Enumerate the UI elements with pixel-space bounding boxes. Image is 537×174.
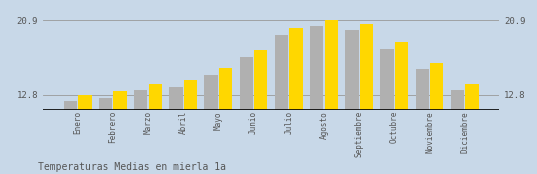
Bar <box>64 101 77 174</box>
Bar <box>78 95 91 174</box>
Bar <box>465 84 478 174</box>
Bar <box>430 62 444 174</box>
Text: Temperaturas Medias en mierla 1a: Temperaturas Medias en mierla 1a <box>38 162 226 172</box>
Bar <box>254 50 267 174</box>
Bar <box>99 98 112 174</box>
Bar <box>275 35 288 174</box>
Bar <box>149 84 162 174</box>
Bar <box>169 86 183 174</box>
Bar <box>324 20 338 174</box>
Bar <box>240 57 253 174</box>
Bar <box>289 28 303 174</box>
Bar <box>416 69 429 174</box>
Bar <box>451 90 464 174</box>
Bar <box>113 91 127 174</box>
Bar <box>134 90 148 174</box>
Bar <box>345 30 359 174</box>
Bar <box>310 26 323 174</box>
Bar <box>184 80 197 174</box>
Bar <box>395 42 408 174</box>
Bar <box>381 49 394 174</box>
Bar <box>360 24 373 174</box>
Bar <box>205 74 218 174</box>
Bar <box>219 68 233 174</box>
